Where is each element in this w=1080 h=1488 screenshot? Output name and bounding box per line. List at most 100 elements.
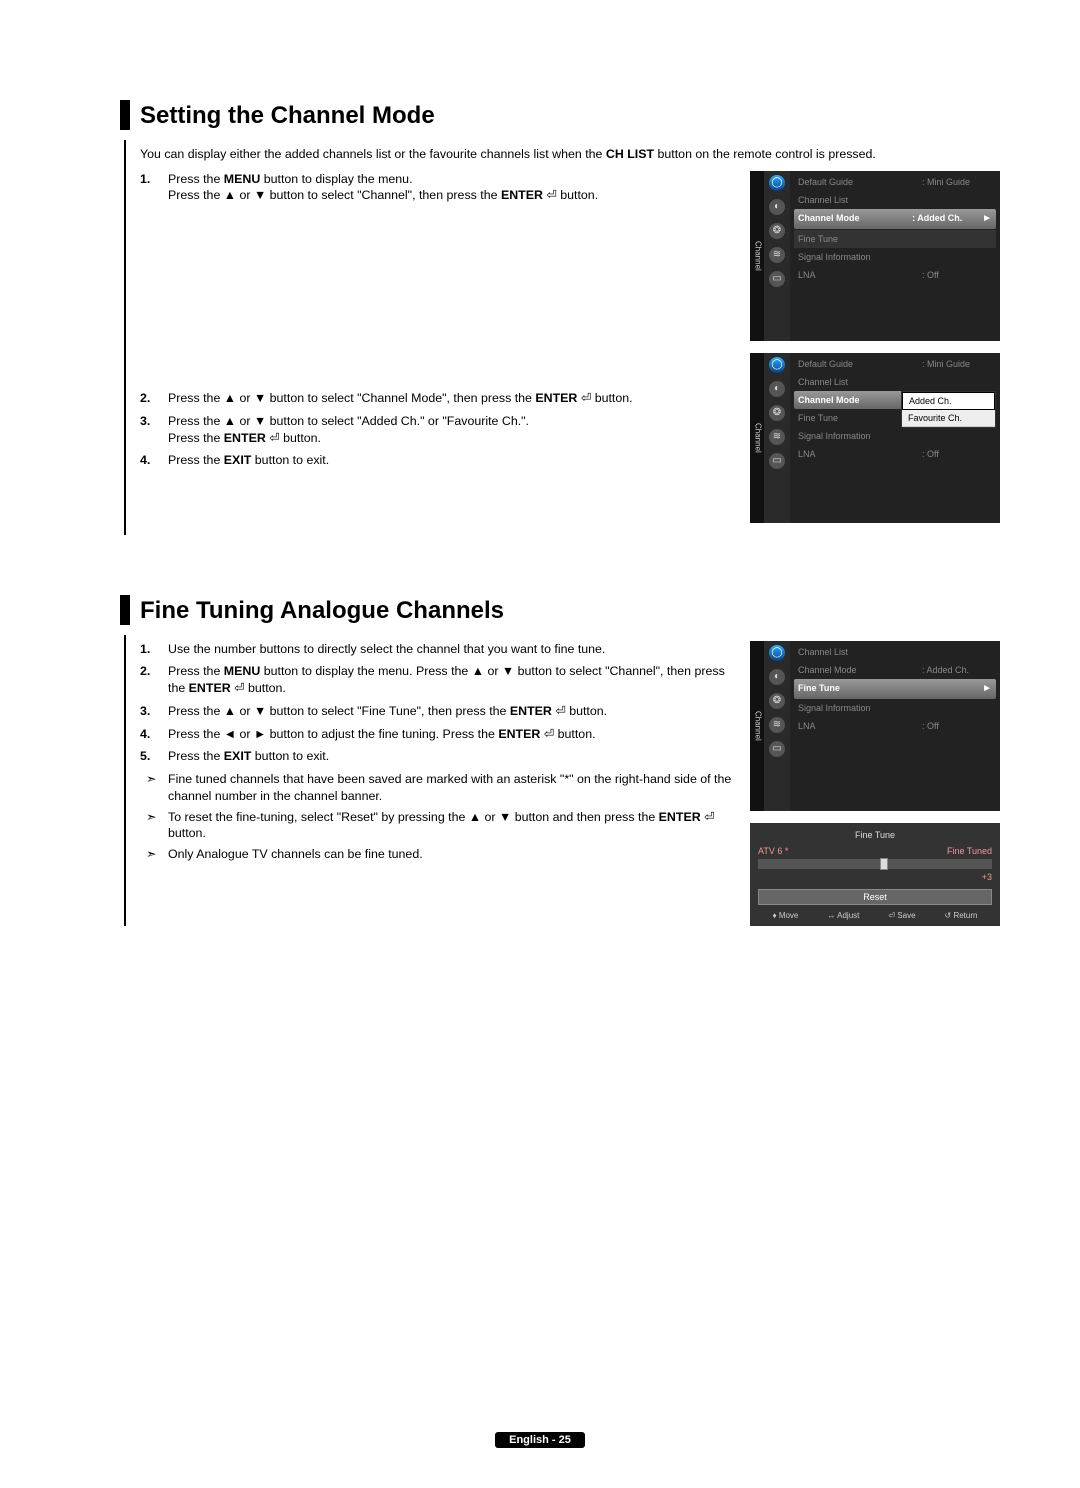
- menu-screenshot-2: Channel ◯ ◐ ❂ ≋ ▭ Default Guide: Mini Gu…: [750, 353, 1000, 523]
- tab-label: Channel: [752, 241, 763, 271]
- globe-icon: ◯: [769, 357, 785, 373]
- step-3: Press the ▲ or ▼ button to select "Fine …: [140, 703, 738, 720]
- menu-screenshot-3: Channel ◯ ◐ ❂ ≋ ▭ Channel List Channel M…: [750, 641, 1000, 811]
- step-4: Press the ◄ or ► button to adjust the fi…: [140, 726, 738, 743]
- page-number: English - 25: [495, 1432, 585, 1448]
- t: ENTER: [224, 431, 266, 445]
- step-1: Use the number buttons to directly selec…: [140, 641, 738, 658]
- t: Fine Tune: [798, 233, 992, 245]
- t: button.: [560, 188, 598, 202]
- t: Channel Mode: [798, 664, 922, 676]
- tab-label: Channel: [752, 711, 763, 741]
- section-channel-mode: Setting the Channel Mode You can display…: [120, 100, 1000, 535]
- t: Return: [953, 911, 977, 920]
- popup-item: Favourite Ch.: [902, 410, 995, 427]
- finetune-screenshot: Fine Tune ATV 6 * Fine Tuned +3 Reset ♦ …: [750, 823, 1000, 926]
- t: Channel List: [798, 646, 992, 658]
- t: button.: [283, 431, 321, 445]
- enter-icon: ⏎: [546, 188, 556, 202]
- ft-thumb: [880, 858, 888, 870]
- sound-icon: ≋: [769, 247, 785, 263]
- t: LNA: [798, 448, 922, 460]
- t: button on the remote control is pressed.: [654, 147, 876, 161]
- t: Default Guide: [798, 176, 922, 188]
- t: : Mini Guide: [922, 358, 992, 370]
- step-3: Press the ▲ or ▼ button to select "Added…: [140, 413, 738, 446]
- heading-bar: [120, 595, 130, 625]
- t: button.: [248, 681, 286, 695]
- t: : Off: [922, 720, 992, 732]
- body-bar: [124, 140, 126, 535]
- sound-icon: ≋: [769, 429, 785, 445]
- enter-icon: ⏎: [555, 704, 565, 718]
- leftright-icon: ↔: [827, 911, 835, 920]
- menu-screenshot-1: Channel ◯ ◐ ❂ ≋ ▭ Default Guide: Mini Gu…: [750, 171, 1000, 341]
- t: Use the number buttons to directly selec…: [168, 642, 605, 656]
- t: MENU: [224, 664, 260, 678]
- input-icon: ▭: [769, 271, 785, 287]
- ft-status: Fine Tuned: [947, 845, 992, 857]
- input-icon: ▭: [769, 453, 785, 469]
- t: Press the: [168, 453, 224, 467]
- heading-title: Setting the Channel Mode: [140, 100, 435, 130]
- t: Press the: [168, 664, 224, 678]
- enter-icon: ⏎: [704, 810, 714, 824]
- t: ENTER: [498, 727, 540, 741]
- ft-slider: [758, 859, 992, 869]
- globe-icon: ◯: [769, 175, 785, 191]
- ft-legend: ♦ Move ↔ Adjust ⏎ Save ↺ Return: [758, 911, 992, 922]
- step-1: Press the MENU button to display the men…: [140, 171, 738, 384]
- t: You can display either the added channel…: [140, 147, 606, 161]
- note-2: To reset the fine-tuning, select "Reset"…: [140, 809, 738, 842]
- intro-text: You can display either the added channel…: [140, 146, 1000, 163]
- step-5: Press the EXIT button to exit.: [140, 748, 738, 765]
- gear-icon: ❂: [769, 405, 785, 421]
- t: ENTER: [659, 810, 701, 824]
- gear-icon: ❂: [769, 693, 785, 709]
- t: : Added Ch.: [912, 212, 982, 226]
- input-icon: ▭: [769, 741, 785, 757]
- t: Press the ▲ or ▼ button to select "Fine …: [168, 704, 510, 718]
- enter-icon: ⏎: [888, 911, 895, 920]
- t: : Off: [922, 269, 992, 281]
- t: MENU: [224, 172, 260, 186]
- gear-icon: ❂: [769, 223, 785, 239]
- t: button.: [595, 391, 633, 405]
- body-bar: [124, 635, 126, 926]
- t: Signal Information: [798, 251, 992, 263]
- t: : Mini Guide: [922, 176, 992, 188]
- t: ENTER: [501, 188, 543, 202]
- t: button to display the menu.: [260, 172, 412, 186]
- t: ENTER: [189, 681, 231, 695]
- note-1: Fine tuned channels that have been saved…: [140, 771, 738, 804]
- ft-title: Fine Tune: [758, 829, 992, 841]
- globe-icon: ◯: [769, 645, 785, 661]
- t: button.: [168, 826, 206, 840]
- section-fine-tune: Fine Tuning Analogue Channels Use the nu…: [120, 595, 1000, 926]
- chevron-right-icon: ►: [982, 212, 992, 226]
- updown-icon: ♦: [772, 911, 776, 920]
- t: Press the ◄ or ► button to adjust the fi…: [168, 727, 498, 741]
- heading-title: Fine Tuning Analogue Channels: [140, 595, 504, 625]
- t: Signal Information: [798, 430, 992, 442]
- t: ENTER: [535, 391, 577, 405]
- heading-bar: [120, 100, 130, 130]
- t: ENTER: [510, 704, 552, 718]
- t: Channel List: [798, 194, 992, 206]
- paint-icon: ◐: [769, 381, 785, 397]
- t: Fine tuned channels that have been saved…: [168, 772, 731, 803]
- popup-item: Added Ch.: [902, 392, 995, 410]
- paint-icon: ◐: [769, 199, 785, 215]
- t: Press the ▲ or ▼ button to select "Chann…: [168, 188, 501, 202]
- t: button.: [569, 704, 607, 718]
- t: Press the: [168, 749, 224, 763]
- ft-value: +3: [758, 871, 992, 883]
- popup-menu: Added Ch. Favourite Ch.: [901, 391, 996, 428]
- t: Channel List: [798, 376, 992, 388]
- paint-icon: ◐: [769, 669, 785, 685]
- enter-icon: ⏎: [581, 391, 591, 405]
- t: Only Analogue TV channels can be fine tu…: [168, 847, 423, 861]
- steps-list: Press the MENU button to display the men…: [140, 171, 738, 469]
- t: Press the: [168, 172, 224, 186]
- enter-icon: ⏎: [544, 727, 554, 741]
